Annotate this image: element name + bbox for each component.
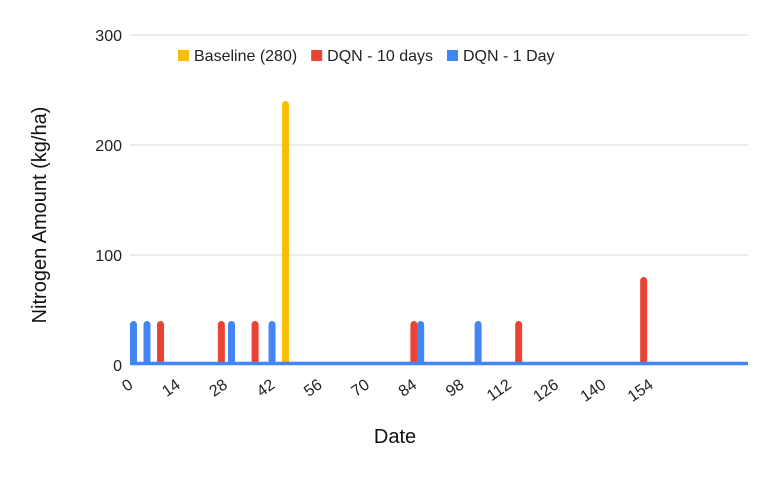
bar: [227, 321, 235, 365]
bar: [268, 321, 276, 365]
y-tick-label: 100: [95, 248, 122, 265]
x-tick-label: 98: [443, 376, 467, 400]
y-tick-labels: 0 100 200 300: [95, 28, 122, 375]
bar: [515, 321, 523, 365]
legend-label: DQN - 10 days: [327, 48, 433, 65]
legend-swatch: [178, 50, 189, 61]
legend-swatch: [311, 50, 323, 61]
bar: [143, 321, 151, 365]
y-tick-label: 300: [95, 28, 122, 45]
x-tick-label: 56: [301, 376, 325, 400]
x-tick-label: 112: [484, 376, 515, 405]
bar: [251, 321, 259, 365]
x-tick-label: 70: [348, 376, 372, 400]
x-tick-label: 28: [207, 376, 231, 400]
legend-label: Baseline (280): [194, 48, 297, 65]
bar: [417, 321, 425, 365]
bar: [282, 101, 290, 365]
bar: [410, 321, 418, 365]
x-tick-label: 0: [119, 376, 136, 395]
bars: [130, 101, 648, 365]
x-tick-label: 42: [254, 376, 278, 400]
y-tick-label: 0: [113, 358, 122, 375]
legend-label: DQN - 1 Day: [463, 48, 555, 65]
bar: [640, 277, 648, 365]
x-tick-label: 154: [625, 376, 657, 405]
x-tick-label: 140: [578, 376, 610, 405]
legend: Baseline (280) DQN - 10 days DQN - 1 Day: [178, 48, 555, 65]
y-tick-label: 200: [95, 138, 122, 155]
bar: [474, 321, 482, 365]
x-tick-label: 14: [159, 376, 183, 400]
bar: [217, 321, 225, 365]
y-axis-title: Nitrogen Amount (kg/ha): [29, 107, 51, 324]
x-tick-label: 84: [396, 376, 420, 400]
bar: [130, 321, 137, 365]
gridlines: [130, 34, 748, 256]
x-tick-labels: 0 14 28 42 56 70 84 98 112 126 140 154: [119, 376, 656, 405]
x-axis-title: Date: [374, 426, 416, 448]
legend-swatch: [446, 50, 458, 61]
bar: [157, 321, 165, 365]
x-tick-label: 126: [530, 376, 562, 405]
